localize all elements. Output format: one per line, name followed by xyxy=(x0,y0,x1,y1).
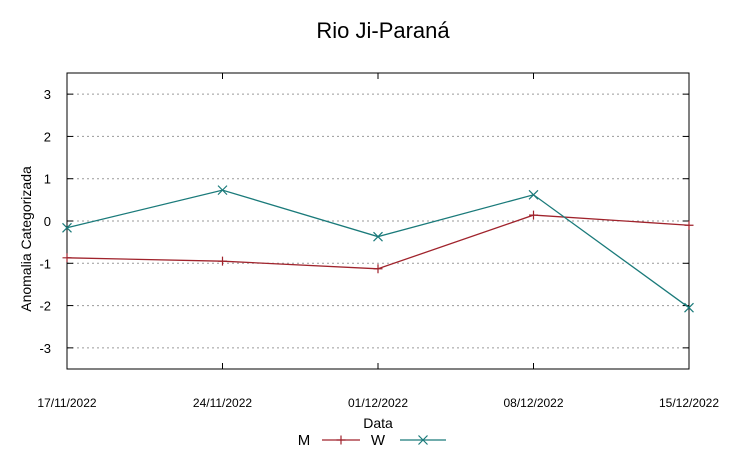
series-W xyxy=(62,185,694,313)
y-tick-label: -2 xyxy=(39,299,51,314)
data-point-M xyxy=(218,256,227,266)
legend-label-M: M xyxy=(298,432,311,449)
y-tick-label: -1 xyxy=(39,256,51,271)
data-point-W xyxy=(373,231,383,242)
series-line-W xyxy=(66,189,690,309)
x-tick-label: 24/11/2022 xyxy=(193,396,252,410)
y-tick-label: 1 xyxy=(44,172,51,187)
x-tick-label: 08/12/2022 xyxy=(503,396,563,410)
series-line-M xyxy=(66,214,690,270)
data-point-W xyxy=(528,189,539,200)
x-axis-label: Data xyxy=(363,415,393,431)
x-axis-ticks: 17/11/2022 24/11/2022 01/12/2022 08/12/2022… xyxy=(37,73,719,410)
y-tick-label: 3 xyxy=(44,87,51,102)
data-point-M xyxy=(62,253,72,263)
data-point-W xyxy=(217,185,228,196)
grid-lines xyxy=(67,93,689,349)
y-tick-label: 2 xyxy=(44,129,51,144)
data-point-W xyxy=(62,222,72,233)
data-point-M xyxy=(684,220,694,230)
chart-title: Rio Ji-Paraná xyxy=(316,18,450,43)
data-point-M xyxy=(529,210,538,220)
legend-marker-W xyxy=(418,435,428,445)
x-tick-label: 15/12/2022 xyxy=(659,396,719,410)
data-point-M xyxy=(373,264,383,274)
y-axis-ticks: 3 2 1 0 -1 -2 -3 xyxy=(39,87,689,356)
y-axis-label: Anomalia Categorizada xyxy=(18,166,34,312)
y-tick-label: 0 xyxy=(44,214,51,229)
series-M xyxy=(62,210,694,274)
data-point-W xyxy=(684,302,694,313)
y-tick-label: -3 xyxy=(39,341,51,356)
x-tick-label: 17/11/2022 xyxy=(37,396,96,410)
legend-marker-M xyxy=(336,435,346,445)
legend-label-W: W xyxy=(371,432,386,449)
x-tick-label: 01/12/2022 xyxy=(348,396,408,410)
series-layer xyxy=(62,185,694,313)
